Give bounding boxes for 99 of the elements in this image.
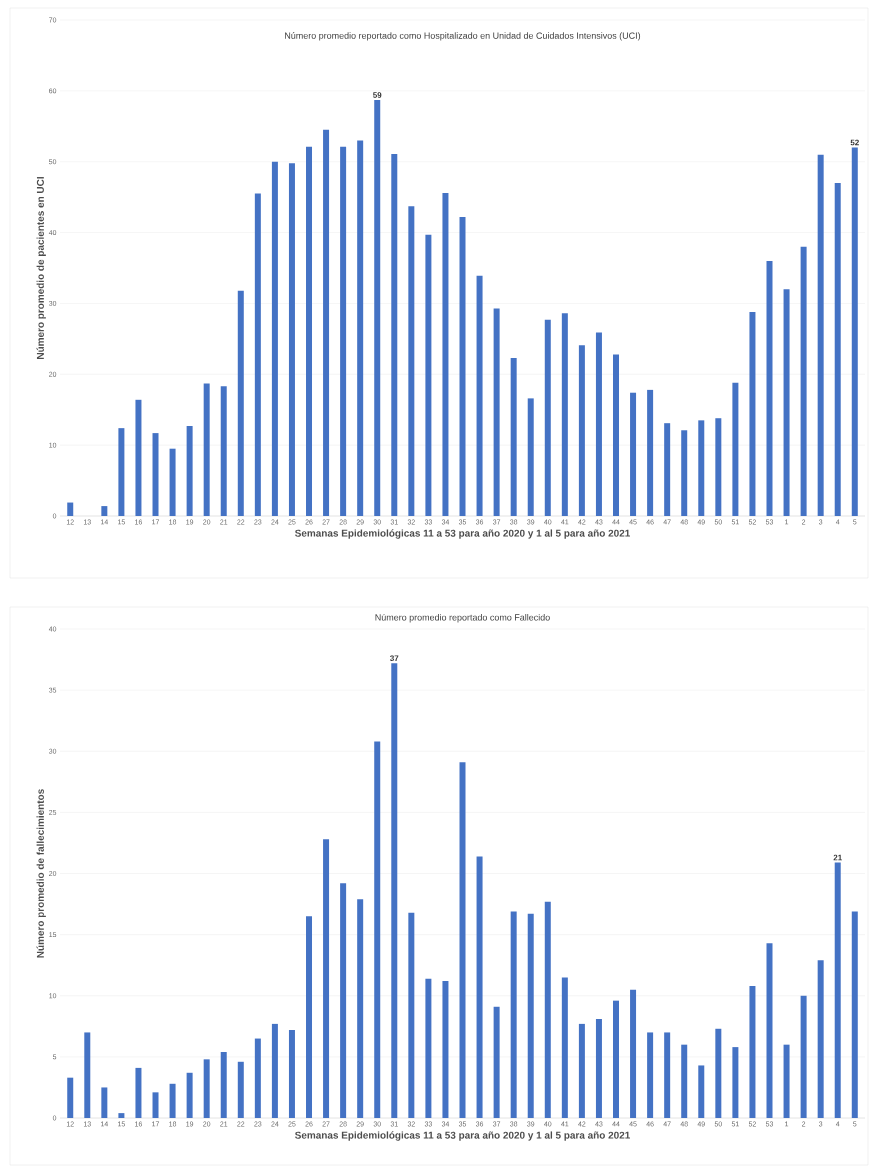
bar [118,428,125,517]
bar [527,398,534,517]
bar [647,1032,654,1119]
bar [766,260,773,517]
bar [578,1023,585,1119]
bar [374,100,381,517]
bar [459,762,466,1119]
bar [476,856,483,1119]
bar [732,1047,739,1119]
bar [800,246,807,517]
bar [323,129,330,517]
bar [544,901,551,1119]
bar [834,862,841,1119]
bar [186,426,193,517]
bar [698,1065,705,1119]
bar [493,1006,500,1119]
bar [152,1092,159,1119]
bar [578,345,585,517]
bar [391,663,398,1119]
bar [630,989,637,1119]
bar [425,978,432,1119]
bar [595,1018,602,1119]
bar [288,1029,295,1119]
bar [681,1044,688,1119]
bar [306,916,313,1119]
bar [800,995,807,1119]
bar [766,943,773,1119]
bar [664,423,671,517]
bar [493,308,500,517]
bar [459,216,466,517]
bar [101,1087,108,1119]
bar [254,1038,261,1119]
bar [220,386,227,517]
bar [595,332,602,517]
bar [306,146,313,517]
x-axis-title: Semanas Epidemiológicas 11 a 53 para año 2020 y 1 al 5 para año 2021 [294,1131,630,1141]
bar [271,1023,278,1119]
bar [220,1052,227,1119]
bar [254,193,261,517]
bar [851,147,858,517]
bar [135,1067,142,1119]
bar [698,420,705,517]
bar [357,899,364,1119]
bar [323,839,330,1119]
bar [749,311,756,517]
bar [817,960,824,1119]
bar [749,985,756,1119]
bar [544,319,551,517]
bar [783,1044,790,1119]
bar [357,140,364,517]
bar [408,206,415,517]
bar [425,234,432,517]
bar [783,289,790,517]
bar [681,430,688,517]
bar [817,154,824,517]
bar [561,977,568,1119]
bar [340,146,347,517]
y-axis-title: Número promedio de pacientes en UCI [36,177,46,359]
bar [237,290,244,517]
bar [271,161,278,517]
bar [237,1061,244,1119]
bar [118,1113,125,1119]
bar [67,502,74,517]
bar [203,383,210,517]
bar [476,275,483,517]
bar [374,741,381,1119]
bar [527,913,534,1119]
bar [715,418,722,517]
bar [630,392,637,517]
chart-title: Número promedio reportado como Fallecido [375,613,550,623]
bar [715,1028,722,1119]
bar [408,912,415,1119]
bar [101,506,108,517]
bar [510,357,517,517]
bar [664,1032,671,1119]
bar [851,911,858,1119]
bar [391,153,398,517]
bar [288,163,295,517]
y-axis-title: Número promedio de fallecimientos [36,789,46,958]
bar [647,389,654,517]
bar [169,448,176,517]
bar [732,382,739,517]
bar [442,192,449,517]
bar [169,1083,176,1119]
bar [613,1000,619,1119]
bar [561,313,568,517]
text: Número promedio reportado como Hospitalizado en Unidad de Cuidados Intensivos (UCI) [285,32,641,41]
bar [834,182,841,517]
bar [186,1072,193,1119]
bar [442,981,449,1119]
bar [84,1032,91,1119]
x-axis-title: Semanas Epidemiológicas 11 a 53 para año 2020 y 1 al 5 para año 2021 [294,529,630,539]
bar [152,433,159,517]
bar [510,911,517,1119]
bar [203,1059,210,1119]
bar [613,354,619,517]
bar [67,1077,74,1119]
bar [340,883,347,1119]
bar [135,399,142,517]
